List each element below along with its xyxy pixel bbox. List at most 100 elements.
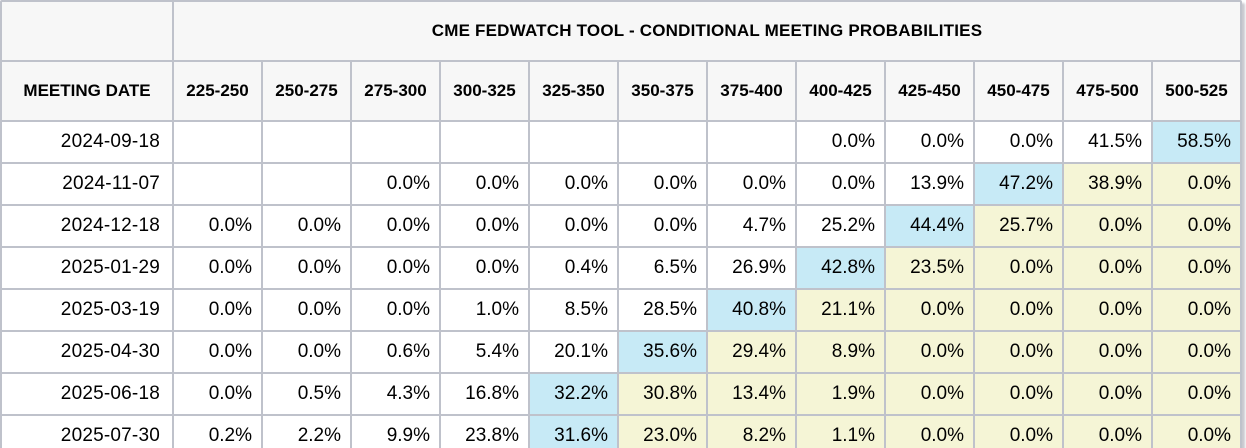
prob-cell: 0.0% [1153, 206, 1240, 246]
table-row: 2025-01-29 0.0% 0.0% 0.0% 0.0% 0.4% 6.5% 26.9% 4… [2, 248, 1240, 288]
prob-cell: 0.0% [1064, 206, 1151, 246]
prob-cell: 0.0% [530, 206, 617, 246]
column-header-row: MEETING DATE 225-250 250-275 275-300 300-32… [2, 62, 1240, 120]
prob-cell: 40.8% [708, 290, 795, 330]
prob-cell: 26.9% [708, 248, 795, 288]
prob-cell: 0.0% [1153, 416, 1240, 448]
prob-cell: 0.0% [797, 122, 884, 162]
table-row: 2024-11-07 0.0% 0.0% 0.0% 0.0% 0.0% 0.0% 13.9% 4… [2, 164, 1240, 204]
prob-cell: 0.0% [975, 122, 1062, 162]
prob-cell: 0.0% [441, 164, 528, 204]
prob-cell: 0.0% [441, 248, 528, 288]
prob-cell [174, 122, 261, 162]
prob-cell: 0.0% [174, 248, 261, 288]
prob-cell [352, 122, 439, 162]
table-row: 2025-04-30 0.0% 0.0% 0.6% 5.4% 20.1% 35.6% 29.4… [2, 332, 1240, 372]
prob-cell: 0.0% [619, 206, 706, 246]
meeting-date-cell: 2025-06-18 [2, 374, 172, 414]
prob-cell: 2.2% [263, 416, 350, 448]
prob-cell: 0.0% [886, 374, 973, 414]
prob-cell: 0.0% [352, 164, 439, 204]
prob-cell: 0.0% [263, 248, 350, 288]
prob-cell: 5.4% [441, 332, 528, 372]
prob-cell: 8.2% [708, 416, 795, 448]
rate-bin-header: 500-525 [1153, 62, 1240, 120]
rate-bin-header: 250-275 [263, 62, 350, 120]
meeting-date-cell: 2024-09-18 [2, 122, 172, 162]
prob-cell: 0.0% [1153, 164, 1240, 204]
prob-cell: 0.0% [1064, 416, 1151, 448]
meeting-date-cell: 2025-03-19 [2, 290, 172, 330]
prob-cell: 35.6% [619, 332, 706, 372]
prob-cell: 13.4% [708, 374, 795, 414]
prob-cell: 42.8% [797, 248, 884, 288]
prob-cell: 44.4% [886, 206, 973, 246]
prob-cell: 38.9% [1064, 164, 1151, 204]
rate-bin-header: 225-250 [174, 62, 261, 120]
prob-cell [441, 122, 528, 162]
prob-cell: 0.0% [352, 290, 439, 330]
prob-cell: 0.0% [1153, 332, 1240, 372]
rate-bin-header: 475-500 [1064, 62, 1151, 120]
prob-cell: 0.0% [886, 290, 973, 330]
prob-cell: 29.4% [708, 332, 795, 372]
prob-cell: 0.4% [530, 248, 617, 288]
prob-cell: 8.9% [797, 332, 884, 372]
prob-cell: 0.0% [708, 164, 795, 204]
prob-cell: 0.0% [1064, 248, 1151, 288]
prob-cell: 0.0% [174, 290, 261, 330]
prob-cell: 0.0% [1064, 332, 1151, 372]
rate-bin-header: 275-300 [352, 62, 439, 120]
prob-cell: 0.0% [174, 332, 261, 372]
prob-cell: 0.0% [886, 122, 973, 162]
prob-cell: 0.0% [263, 332, 350, 372]
prob-cell: 0.0% [975, 332, 1062, 372]
meeting-date-cell: 2024-12-18 [2, 206, 172, 246]
prob-cell [263, 122, 350, 162]
prob-cell: 23.0% [619, 416, 706, 448]
rate-bin-header: 325-350 [530, 62, 617, 120]
table-row: 2025-06-18 0.0% 0.5% 4.3% 16.8% 32.2% 30.8% 13.… [2, 374, 1240, 414]
prob-cell: 16.8% [441, 374, 528, 414]
prob-cell: 0.0% [352, 248, 439, 288]
prob-cell: 47.2% [975, 164, 1062, 204]
prob-cell: 21.1% [797, 290, 884, 330]
table-row: 2024-12-18 0.0% 0.0% 0.0% 0.0% 0.0% 0.0% 4.7% 25… [2, 206, 1240, 246]
prob-cell: 25.2% [797, 206, 884, 246]
prob-cell: 0.0% [174, 206, 261, 246]
prob-cell: 0.2% [174, 416, 261, 448]
prob-cell: 41.5% [1064, 122, 1151, 162]
prob-cell: 31.6% [530, 416, 617, 448]
meeting-date-cell: 2025-04-30 [2, 332, 172, 372]
prob-cell: 0.0% [975, 374, 1062, 414]
prob-cell: 0.0% [1153, 248, 1240, 288]
prob-cell: 0.0% [1153, 374, 1240, 414]
prob-cell: 25.7% [975, 206, 1062, 246]
prob-cell: 20.1% [530, 332, 617, 372]
prob-cell: 4.7% [708, 206, 795, 246]
prob-cell: 23.8% [441, 416, 528, 448]
prob-cell: 0.0% [174, 374, 261, 414]
prob-cell [174, 164, 261, 204]
prob-cell: 0.0% [1064, 374, 1151, 414]
rate-bin-header: 450-475 [975, 62, 1062, 120]
prob-cell: 0.0% [975, 248, 1062, 288]
prob-cell: 0.5% [263, 374, 350, 414]
prob-cell: 0.0% [1064, 290, 1151, 330]
prob-cell [708, 122, 795, 162]
prob-cell: 0.0% [530, 164, 617, 204]
meeting-date-header: MEETING DATE [2, 62, 172, 120]
title-row: CME FEDWATCH TOOL - CONDITIONAL MEETING … [2, 2, 1240, 60]
prob-cell: 23.5% [886, 248, 973, 288]
rate-bin-header: 350-375 [619, 62, 706, 120]
prob-cell: 1.0% [441, 290, 528, 330]
rate-bin-header: 300-325 [441, 62, 528, 120]
prob-cell: 1.9% [797, 374, 884, 414]
prob-cell: 0.0% [619, 164, 706, 204]
meeting-date-cell: 2025-07-30 [2, 416, 172, 448]
prob-cell: 6.5% [619, 248, 706, 288]
table-row: 2025-03-19 0.0% 0.0% 0.0% 1.0% 8.5% 28.5% 40.8%… [2, 290, 1240, 330]
prob-cell: 0.0% [975, 416, 1062, 448]
prob-cell: 0.0% [797, 164, 884, 204]
rate-bin-header: 400-425 [797, 62, 884, 120]
